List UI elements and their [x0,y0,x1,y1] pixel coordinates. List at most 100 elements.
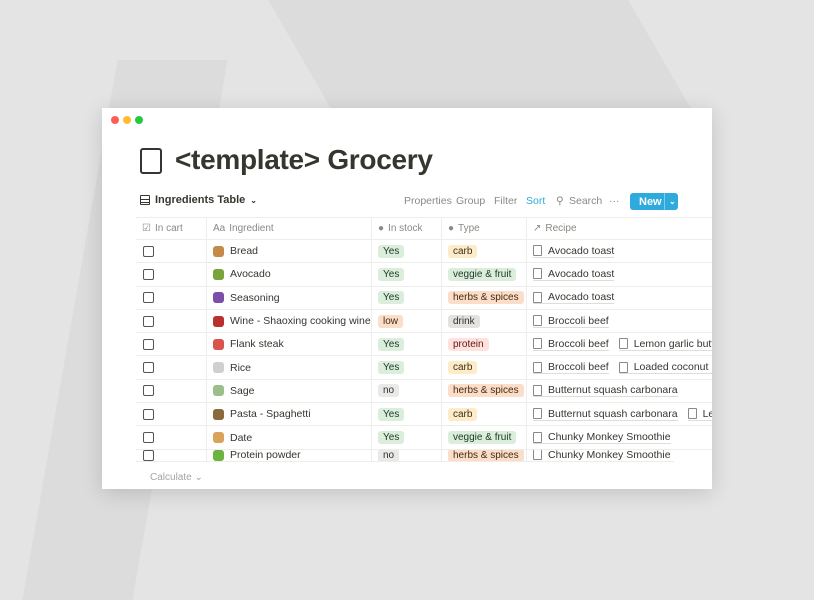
table-row[interactable]: Protein powder no herbs & spices Chunky … [136,449,674,462]
view-selector[interactable]: Ingredients Table ⌄ [140,194,257,206]
ingredient-cell[interactable]: Rice [207,356,372,379]
recipe-cell[interactable]: Broccoli beef Lemon garlic butter [527,333,712,355]
in-cart-checkbox[interactable] [143,315,154,327]
in-stock-cell[interactable]: Yes [372,403,442,426]
table-row[interactable]: Sage no herbs & spices Butternut squash … [136,379,712,404]
header-label: In stock [388,223,423,234]
in-stock-cell[interactable]: no [372,449,442,461]
recipe-link[interactable]: Broccoli beef [533,338,609,351]
type-cell[interactable]: drink [442,309,527,333]
properties-button[interactable]: Properties [404,195,452,207]
recipe-link[interactable]: Loaded coconut rice [618,361,712,375]
stock-tag: Yes [378,407,405,421]
ingredient-cell[interactable]: Flank steak [207,333,372,356]
type-cell[interactable]: herbs & spices [442,379,527,403]
in-cart-checkbox[interactable] [143,385,154,397]
maximize-button[interactable] [135,116,143,124]
page-icon [533,408,542,420]
type-cell[interactable]: carb [442,240,527,263]
type-cell[interactable]: carb [442,356,527,379]
filter-button[interactable]: Filter [494,195,518,207]
in-cart-checkbox[interactable] [143,362,154,374]
recipe-cell[interactable]: Avocado toast [527,240,712,262]
new-button[interactable]: New ⌄ [630,193,678,210]
in-stock-cell[interactable]: Yes [372,240,442,263]
recipe-cell[interactable]: Butternut squash carbonara Lemon [527,403,712,425]
search-button[interactable]: Search [569,195,603,207]
in-stock-cell[interactable]: Yes [372,356,442,379]
in-cart-checkbox[interactable] [143,268,154,280]
header-type[interactable]: ● Type [442,218,527,239]
ingredient-cell[interactable]: Date [207,426,372,449]
checkbox-icon: ☑ [142,223,151,234]
recipe-cell[interactable]: Broccoli beef [527,310,712,332]
type-cell[interactable]: carb [442,403,527,426]
header-ingredient[interactable]: Aa Ingredient [207,218,372,239]
table-row[interactable]: Date Yes veggie & fruit Chunky Monkey Sm… [136,426,712,450]
recipe-cell[interactable]: Avocado toast [527,287,712,309]
stock-tag: no [378,449,400,461]
close-button[interactable] [111,116,119,124]
calculate-button[interactable]: Calculate ⌄ [150,472,203,483]
recipe-link[interactable]: Avocado toast [533,291,615,305]
recipe-link[interactable]: Avocado toast [533,268,615,281]
type-cell[interactable]: herbs & spices [442,286,527,309]
ingredient-cell[interactable]: Bread [207,240,372,263]
in-stock-cell[interactable]: no [372,379,442,403]
table-row[interactable]: Pasta - Spaghetti Yes carb Butternut squ… [136,403,712,427]
type-cell[interactable]: veggie & fruit [442,263,527,286]
recipe-link[interactable]: Chunky Monkey Smoothie [533,431,671,445]
type-cell[interactable]: veggie & fruit [442,426,527,449]
recipe-link[interactable]: Lemon garlic butter [618,338,712,351]
type-cell[interactable]: protein [442,333,527,356]
header-recipe[interactable]: ↗ Recipe [527,218,712,239]
table-row[interactable]: Rice Yes carb Broccoli beef Loaded coconu… [136,356,712,380]
header-in-stock[interactable]: ● In stock [372,218,442,239]
in-cart-checkbox[interactable] [143,408,154,420]
recipe-cell[interactable]: Broccoli beef Loaded coconut rice [527,357,712,379]
recipe-cell[interactable]: Chunky Monkey Smoothie [527,449,674,461]
type-cell[interactable]: herbs & spices [442,449,527,461]
recipe-link[interactable]: Avocado toast [533,245,615,258]
in-cart-checkbox[interactable] [143,449,154,461]
in-cart-checkbox[interactable] [143,245,154,257]
pasta-icon [213,408,224,420]
sort-button[interactable]: Sort [526,195,546,207]
type-tag: herbs & spices [448,384,524,398]
ingredient-cell[interactable]: Avocado [207,263,372,286]
table-row[interactable]: Bread Yes carb Avocado toast [136,240,712,264]
in-cart-checkbox[interactable] [143,432,154,444]
chevron-down-icon[interactable]: ⌄ [664,193,676,210]
page-icon [618,338,628,350]
group-button[interactable]: Group [456,195,486,207]
recipe-link[interactable]: Chunky Monkey Smoothie [533,449,671,461]
in-stock-cell[interactable]: Yes [372,426,442,449]
table-row[interactable]: Flank steak Yes protein Broccoli beef Lem… [136,333,712,357]
in-stock-cell[interactable]: Yes [372,286,442,309]
in-stock-cell[interactable]: Yes [372,333,442,356]
ingredient-cell[interactable]: Wine - Shaoxing cooking wine [207,309,372,333]
more-button[interactable]: ··· [609,195,620,207]
recipe-link[interactable]: Lemon [687,408,712,421]
recipe-link[interactable]: Broccoli beef [533,361,609,375]
ingredient-cell[interactable]: Protein powder [207,449,372,461]
ingredient-cell[interactable]: Pasta - Spaghetti [207,403,372,426]
recipe-cell[interactable]: Avocado toast [527,263,712,285]
recipe-link[interactable]: Butternut squash carbonara [533,408,678,421]
ingredient-cell[interactable]: Seasoning [207,286,372,309]
in-cart-checkbox[interactable] [143,338,154,350]
stock-tag: Yes [378,431,405,445]
ingredient-cell[interactable]: Sage [207,379,372,403]
in-cart-checkbox[interactable] [143,292,154,304]
in-stock-cell[interactable]: low [372,309,442,333]
table-row[interactable]: Avocado Yes veggie & fruit Avocado toast [136,263,712,287]
table-row[interactable]: Wine - Shaoxing cooking wine low drink B… [136,309,712,334]
minimize-button[interactable] [123,116,131,124]
table-row[interactable]: Seasoning Yes herbs & spices Avocado toa… [136,286,712,310]
header-in-cart[interactable]: ☑ In cart [136,218,207,239]
recipe-link[interactable]: Butternut squash carbonara [533,384,678,398]
recipe-cell[interactable]: Chunky Monkey Smoothie [527,426,712,448]
in-stock-cell[interactable]: Yes [372,263,442,286]
recipe-cell[interactable]: Butternut squash carbonara [527,380,712,402]
recipe-link[interactable]: Broccoli beef [533,315,609,328]
